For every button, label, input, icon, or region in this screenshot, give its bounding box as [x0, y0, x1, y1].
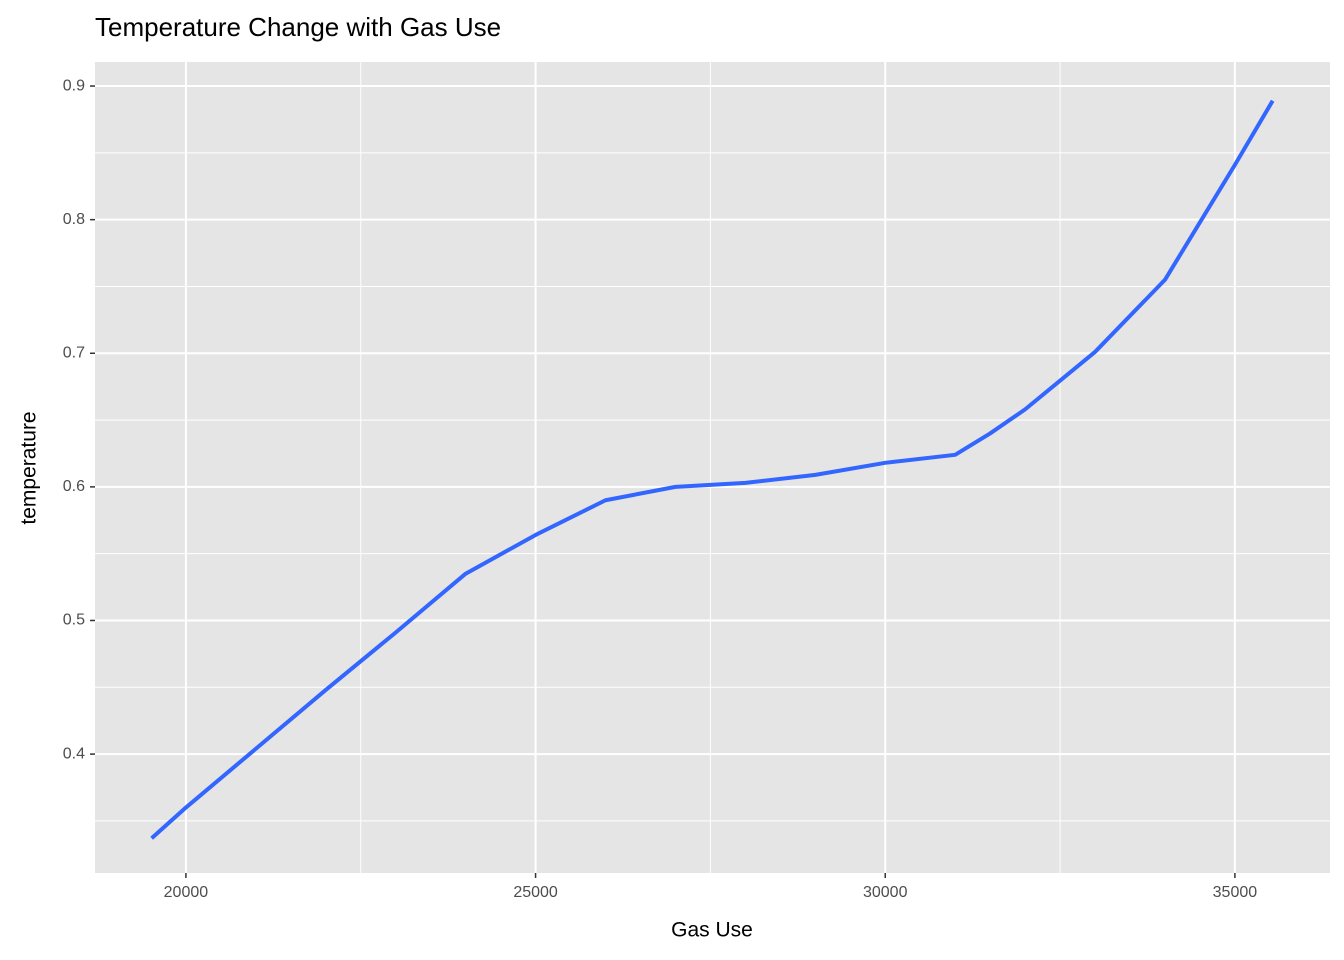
y-tick-label: 0.7 [63, 344, 85, 361]
y-tick-label: 0.8 [63, 211, 85, 228]
chart-title: Temperature Change with Gas Use [95, 12, 501, 42]
x-tick-label: 20000 [164, 884, 209, 901]
x-tick-label: 25000 [513, 884, 558, 901]
y-tick-label: 0.5 [63, 612, 85, 629]
line [150, 99, 1275, 840]
y-axis-title: temperature [18, 411, 41, 524]
x-tick-label: 35000 [1213, 884, 1258, 901]
y-tick-label: 0.9 [63, 77, 85, 94]
panel [95, 62, 1330, 873]
x-axis-title: Gas Use [671, 919, 753, 942]
x-tick-label: 30000 [863, 884, 908, 901]
y-tick-label: 0.4 [63, 745, 85, 762]
y-tick-label: 0.6 [63, 478, 85, 495]
